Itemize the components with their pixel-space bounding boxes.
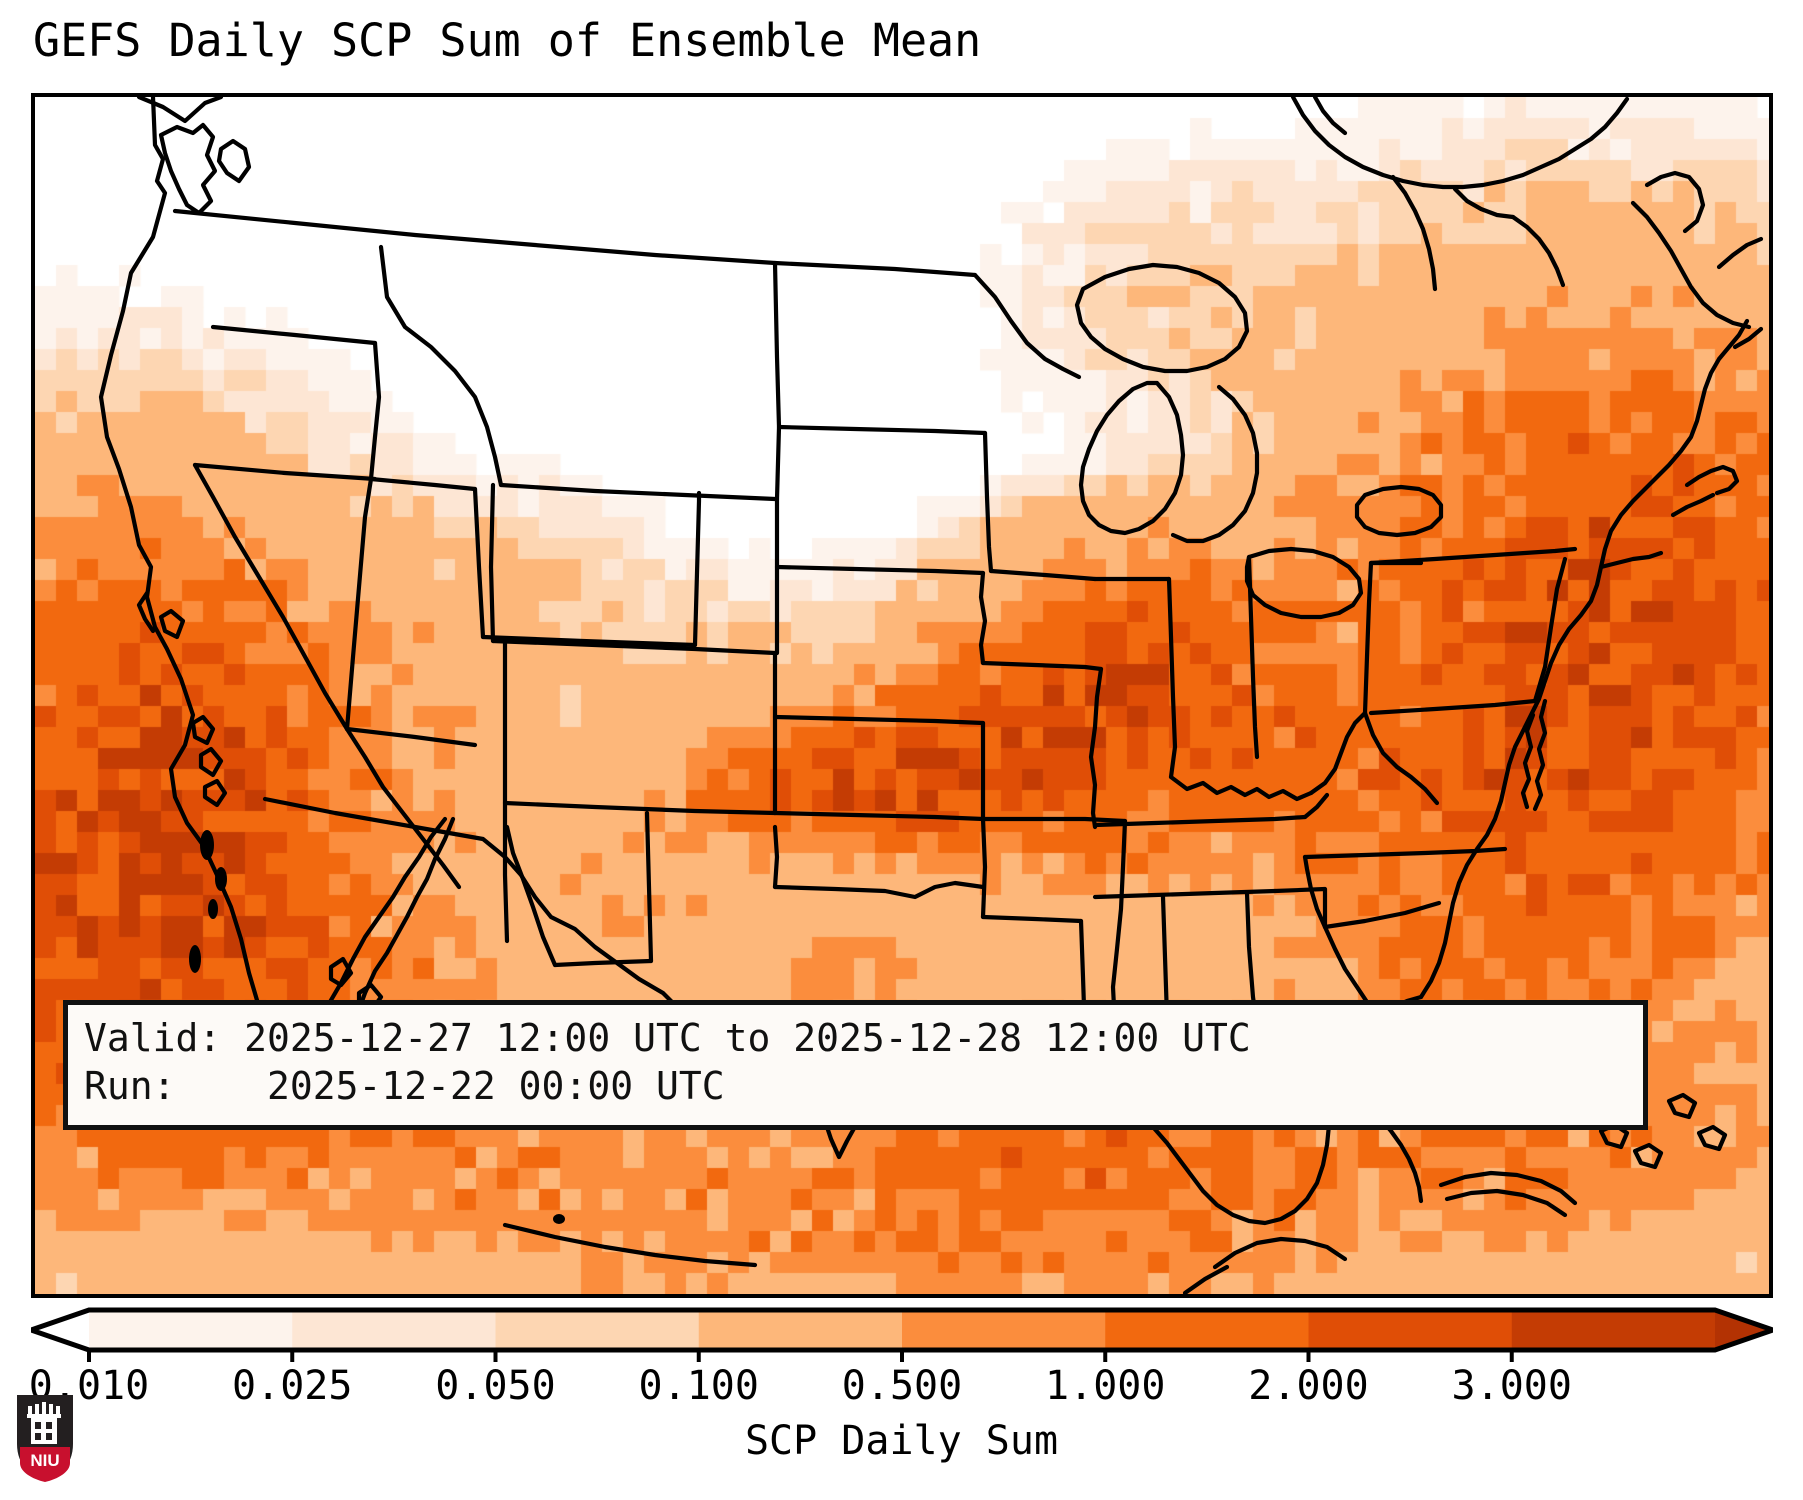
colorbar-tick-label: 0.025 [232,1363,353,1409]
colorbar-band [1511,1310,1716,1350]
niu-logo[interactable]: NIU [14,1392,76,1484]
colorbar-band [89,1310,293,1350]
niu-banner [20,1447,70,1482]
colorbar-tick-labels: 0.010 0.025 0.050 0.100 0.500 1.000 2.000 3.000 [29,1363,1773,1413]
map-panel: Valid: 2025-12-27 12:00 UTC to 2025-12-2… [31,93,1773,1298]
forecast-info-box: Valid: 2025-12-27 12:00 UTC to 2025-12-2… [63,1000,1648,1130]
colorbar-band [902,1310,1106,1350]
colorbar-band [1308,1310,1513,1350]
castle-windows [35,1422,52,1440]
colorbar-bands [31,1310,1773,1350]
niu-wordmark: NIU [30,1451,59,1470]
colorbar-axis-label: SCP Daily Sum [744,1418,1059,1464]
colorbar-tick-label: 1.000 [1045,1363,1166,1409]
valid-time-line: Valid: 2025-12-27 12:00 UTC to 2025-12-2… [84,1016,1251,1060]
colorbar-svg [31,1307,1773,1362]
colorbar-frame [31,1307,1773,1353]
colorbar-ticks [87,1350,1514,1362]
colorbar-tick-label: 3.000 [1451,1363,1572,1409]
colorbar-outline [31,1307,1773,1353]
colorbar-tick-label: 0.500 [841,1363,963,1409]
colorbar-band [292,1310,497,1350]
map-outlines [98,97,1764,1294]
colorbar-tick-label: 0.100 [638,1363,759,1409]
colorbar-over-arrow [1715,1310,1773,1350]
colorbar-tick-label: 2.000 [1248,1363,1369,1409]
run-time-line: Run: 2025-12-22 00:00 UTC [84,1063,725,1108]
figure-title: GEFS Daily SCP Sum of Ensemble Mean [33,14,982,67]
colorbar-tick-label: 0.050 [435,1363,556,1409]
colorbar-band [1105,1310,1310,1350]
colorbar [31,1304,1773,1362]
colorbar-under-arrow [31,1310,89,1350]
colorbar-band [698,1310,903,1350]
colorbar-band [495,1310,700,1350]
